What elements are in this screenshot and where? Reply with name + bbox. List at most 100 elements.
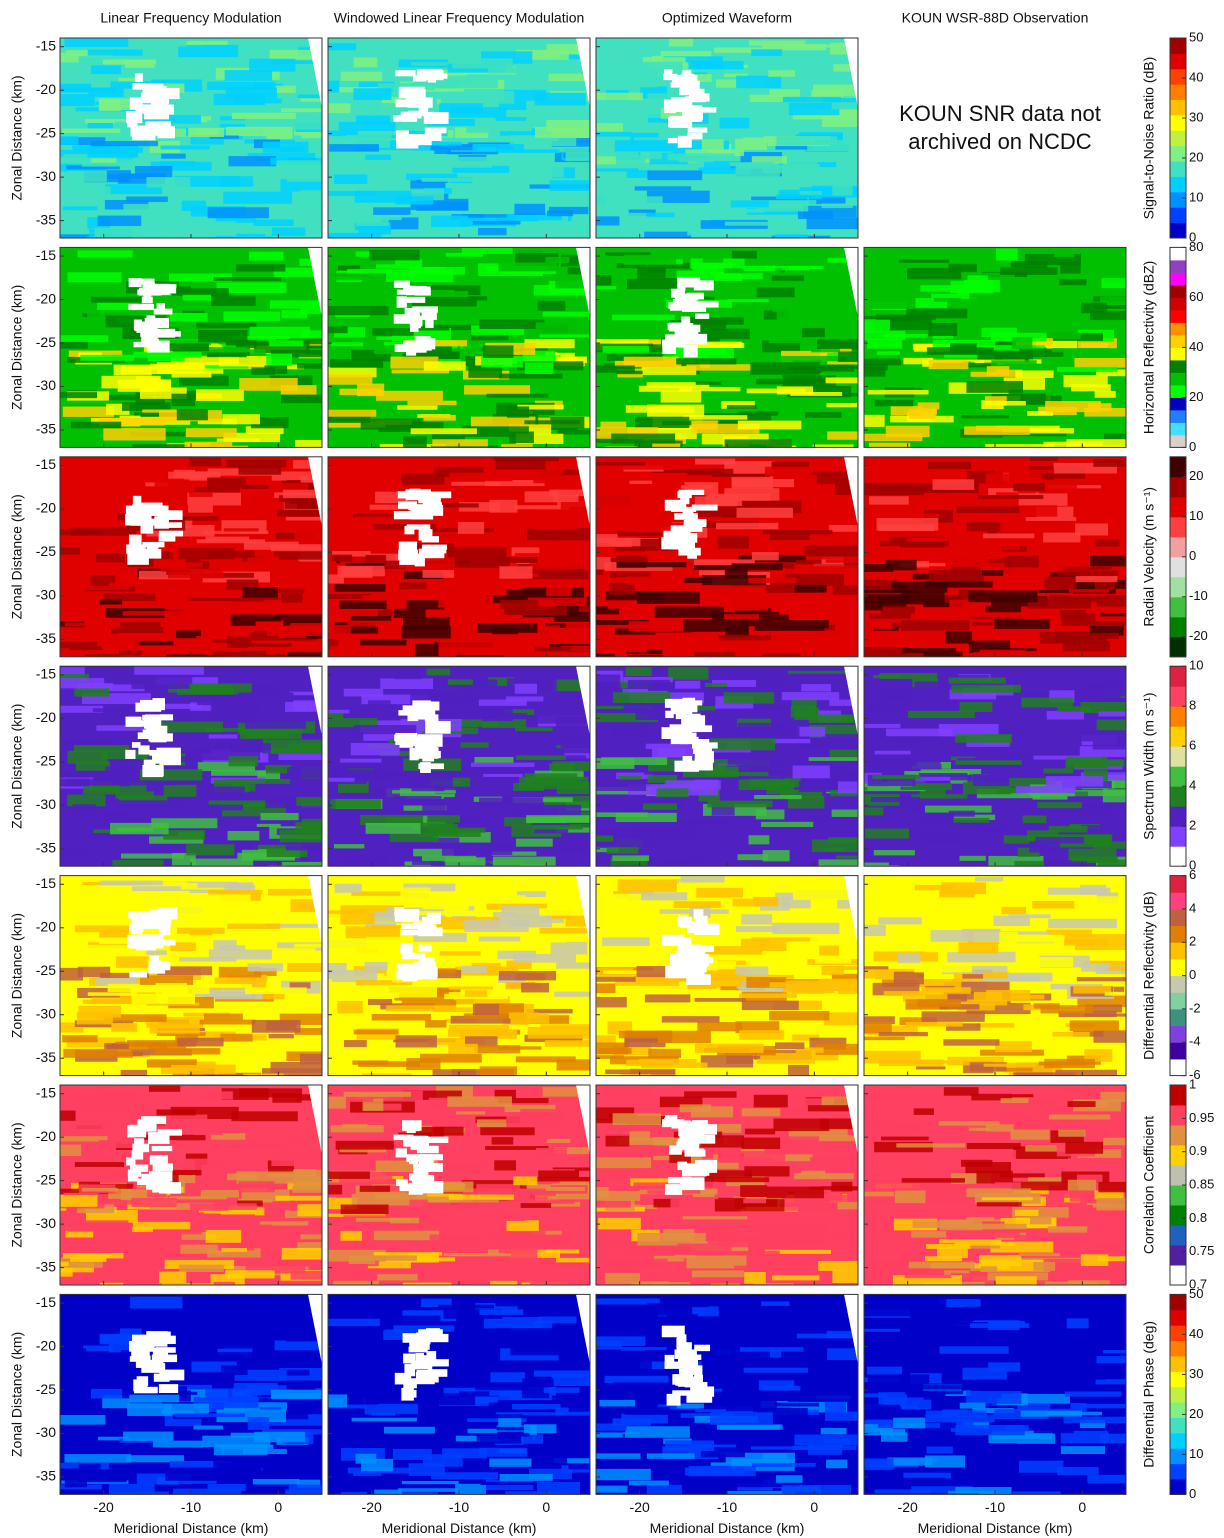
radar-texture — [754, 795, 802, 799]
y-tick-label: -25 — [36, 334, 56, 350]
radar-texture — [156, 983, 187, 995]
radar-texture — [955, 734, 1012, 742]
radar-texture — [954, 818, 990, 823]
radar-texture — [692, 1270, 744, 1277]
radar-texture — [711, 1462, 753, 1466]
radar-texture — [763, 1386, 800, 1391]
radar-texture — [862, 1306, 917, 1316]
radar-texture — [538, 301, 566, 311]
colorbar-tick-label: 0.9 — [1189, 1143, 1207, 1158]
radar-texture — [995, 1041, 1032, 1052]
colorbar-tick-label: 2 — [1189, 934, 1196, 949]
radar-texture — [775, 1042, 804, 1049]
radar-texture — [248, 1358, 268, 1361]
radar-texture — [965, 540, 1019, 550]
radar-echo-gap — [395, 912, 419, 922]
radar-texture — [974, 992, 1003, 1002]
radar-texture — [741, 914, 772, 924]
radar-texture — [771, 739, 810, 743]
radar-texture — [477, 623, 537, 633]
radar-texture — [632, 123, 673, 133]
radar-texture — [899, 260, 950, 263]
radar-texture — [209, 893, 251, 903]
radar-texture — [1015, 1210, 1039, 1216]
radar-texture — [698, 228, 735, 238]
radar-texture — [897, 953, 920, 963]
radar-texture — [527, 528, 591, 540]
radar-texture — [675, 681, 700, 689]
radar-texture — [223, 311, 279, 321]
radar-texture — [590, 835, 613, 841]
radar-texture — [452, 58, 512, 68]
radar-texture — [1073, 1455, 1097, 1460]
radar-texture — [601, 757, 667, 765]
radar-texture — [398, 1488, 458, 1492]
colorbar-label: Signal-to-Noise Ratio (dB) — [1141, 57, 1157, 220]
colorbar-tick-label: 30 — [1189, 109, 1203, 124]
radar-echo-gap — [159, 757, 181, 766]
radar-texture — [475, 1045, 521, 1053]
radar-texture — [231, 1111, 297, 1121]
radar-texture — [607, 538, 640, 546]
radar-texture — [396, 1035, 437, 1047]
radar-texture — [326, 375, 372, 385]
radar-texture — [516, 755, 566, 760]
radar-texture — [635, 827, 698, 839]
radar-echo-gap — [410, 316, 421, 328]
x-tick-label: -10 — [449, 1499, 469, 1515]
radar-texture — [394, 609, 426, 618]
radar-echo-gap — [409, 1158, 418, 1164]
radar-texture — [696, 888, 743, 898]
radar-texture — [146, 177, 190, 187]
radar-texture — [592, 925, 652, 931]
radar-texture — [464, 385, 530, 394]
radar-texture — [738, 1158, 773, 1164]
radar-texture — [968, 1224, 1027, 1230]
radar-echo-gap — [415, 336, 431, 342]
y-tick-label: -35 — [36, 1468, 56, 1484]
radar-texture — [440, 1182, 473, 1193]
radar-texture — [739, 993, 797, 997]
colorbar-tick-label: 0 — [1189, 548, 1196, 563]
radar-texture — [494, 1160, 516, 1170]
radar-texture — [761, 1301, 789, 1305]
y-tick-label: -35 — [36, 1049, 56, 1065]
radar-texture — [113, 860, 164, 868]
radar-texture — [949, 811, 975, 817]
radar-texture — [344, 689, 383, 697]
radar-texture — [507, 1220, 539, 1232]
radar-texture — [877, 514, 939, 518]
radar-texture — [214, 277, 282, 281]
radar-texture — [282, 862, 332, 866]
radar-echo-gap — [427, 492, 451, 499]
radar-texture — [497, 1241, 561, 1248]
colorbar-segment — [1170, 192, 1186, 208]
radar-texture — [190, 859, 253, 872]
radar-echo-gap — [409, 1347, 428, 1353]
colorbar-tick-label: 50 — [1189, 29, 1203, 44]
colorbar-segment — [1170, 497, 1186, 518]
radar-texture — [800, 191, 822, 195]
radar-texture — [980, 650, 1026, 654]
radar-texture — [178, 45, 238, 57]
colorbar-tick-label: -20 — [1189, 628, 1208, 643]
radar-echo-gap — [409, 1173, 419, 1180]
radar-texture — [55, 84, 91, 93]
radar-texture — [756, 810, 785, 820]
radar-texture — [1081, 1254, 1108, 1266]
radar-texture — [535, 93, 587, 106]
y-axis-label: Zonal Distance (km) — [9, 285, 25, 410]
radar-texture — [1081, 303, 1107, 314]
radar-texture — [212, 1317, 279, 1325]
radar-texture — [1076, 576, 1118, 582]
radar-texture — [166, 654, 205, 665]
radar-texture — [327, 306, 388, 315]
radar-texture — [744, 1368, 808, 1373]
radar-texture — [340, 913, 374, 924]
radar-texture — [939, 1346, 1008, 1353]
radar-texture — [1008, 914, 1050, 918]
radar-texture — [1081, 963, 1110, 972]
radar-texture — [543, 312, 593, 317]
radar-texture — [227, 1174, 257, 1181]
radar-texture — [657, 749, 693, 758]
